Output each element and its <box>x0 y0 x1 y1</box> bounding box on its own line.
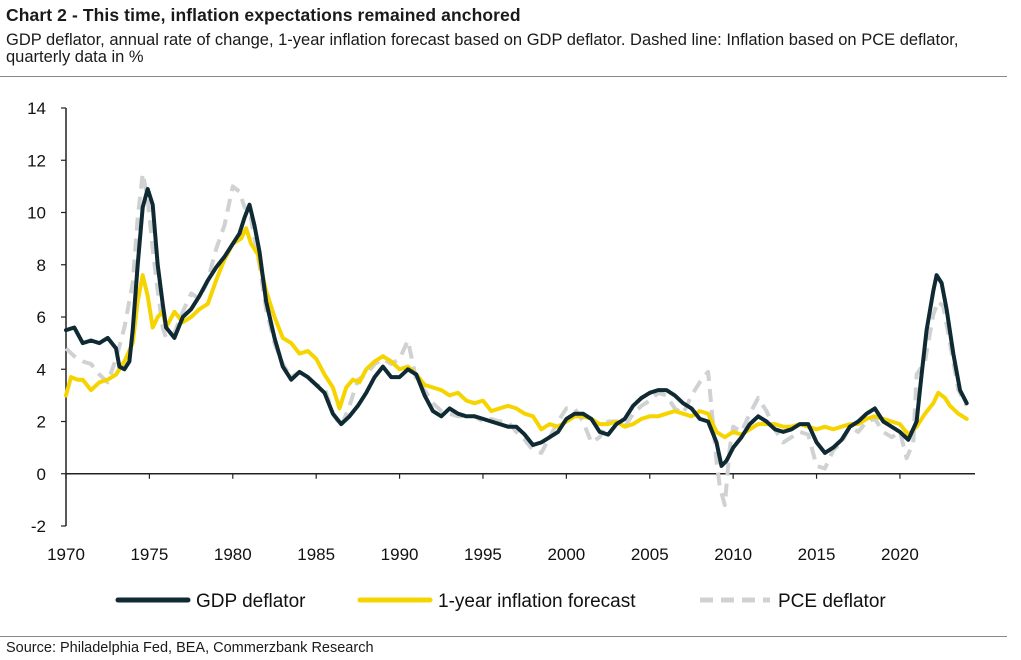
y-tick-label: 10 <box>27 204 46 223</box>
x-tick-label: 2005 <box>631 545 669 564</box>
source-note: Source: Philadelphia Fed, BEA, Commerzba… <box>6 640 374 656</box>
x-tick-label: 1985 <box>297 545 335 564</box>
y-tick-label: 4 <box>37 360 46 379</box>
chart-title: Chart 2 - This time, inflation expectati… <box>6 5 521 25</box>
x-tick-label: 1975 <box>130 545 168 564</box>
x-tick-label: 2015 <box>798 545 836 564</box>
series-lines <box>64 171 969 508</box>
legend-label-gdp-deflator: GDP deflator <box>196 591 306 612</box>
x-tick-label: 1990 <box>381 545 419 564</box>
top-divider <box>0 76 1007 77</box>
bottom-divider <box>0 636 1007 637</box>
y-tick-label: 0 <box>37 465 46 484</box>
x-tick-label: 2020 <box>881 545 919 564</box>
x-tick-label: 2000 <box>547 545 585 564</box>
y-tick-label: 8 <box>37 256 46 275</box>
y-tick-label: 2 <box>37 413 46 432</box>
series-line-pce-deflator <box>64 171 969 508</box>
x-tick-label: 1970 <box>47 545 85 564</box>
legend-label-1-year-inflation-forecast: 1-year inflation forecast <box>438 591 636 612</box>
legend: GDP deflator 1-year inflation forecast PCE… <box>115 591 886 612</box>
y-tick-label: 6 <box>37 308 46 327</box>
y-tick-label: 12 <box>27 151 46 170</box>
x-tick-label: 2010 <box>714 545 752 564</box>
line-chart: -2 0 2 4 6 8 10 12 14 1970 1975 1980 1985 1990 1995 200… <box>27 99 975 612</box>
legend-label-pce-deflator: PCE deflator <box>778 591 886 612</box>
x-tick-label: 1995 <box>464 545 502 564</box>
y-tick-label: 14 <box>27 99 46 118</box>
series-line-1-year-inflation-forecast <box>64 226 969 440</box>
series-line-gdp-deflator <box>64 187 969 468</box>
chart-subtitle: GDP deflator, annual rate of change, 1-y… <box>6 31 959 66</box>
axes: -2 0 2 4 6 8 10 12 14 1970 1975 1980 1985 1990 1995 200… <box>27 99 975 564</box>
x-tick-label: 1980 <box>214 545 252 564</box>
y-tick-label: -2 <box>31 517 46 536</box>
